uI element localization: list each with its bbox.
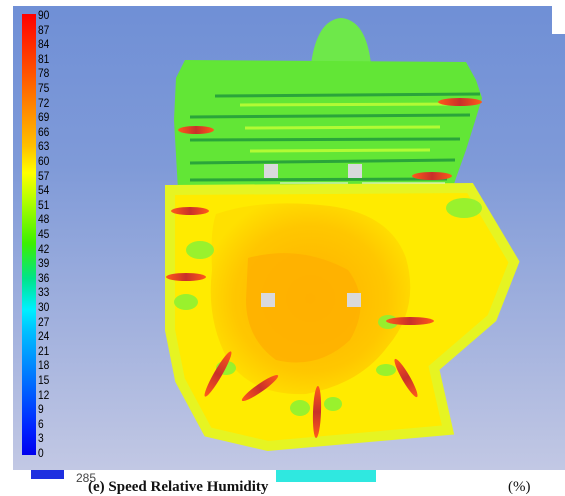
- legend-tick-label: 15: [38, 373, 50, 387]
- legend-tick-label: 33: [38, 285, 50, 300]
- legend-tick-label: 60: [38, 154, 50, 168]
- color-legend-bar: [22, 14, 36, 455]
- legend-tick-label: 39: [38, 256, 50, 271]
- legend-tick-label: 66: [38, 124, 50, 139]
- legend-tick-label: 27: [38, 314, 50, 329]
- cropped-legend-swatch: [31, 470, 64, 479]
- legend-tick-label: 24: [38, 329, 50, 344]
- legend-tick-label: 63: [38, 139, 50, 154]
- louver-highlights: [239, 102, 461, 153]
- legend-tick-label: 78: [38, 66, 50, 81]
- legend-tick-label: 69: [38, 110, 50, 125]
- legend-tick-label: 81: [38, 51, 50, 66]
- cropped-number: 285: [76, 471, 97, 485]
- legend-tick-label: 9: [38, 402, 44, 417]
- legend-tick-label: 75: [38, 81, 50, 95]
- legend-tick-label: 57: [38, 168, 50, 183]
- body-light-edge: [165, 182, 520, 452]
- top-border: [0, 0, 565, 6]
- square-openings: [261, 164, 362, 307]
- legend-tick-label: 30: [38, 300, 50, 314]
- louver-lines: [189, 92, 481, 182]
- jet-stripes: [166, 98, 482, 438]
- legend-tick-label: 90: [38, 8, 50, 22]
- legend-tick-label: 0: [38, 446, 44, 460]
- corner-notch: [552, 0, 565, 34]
- legend-tick-label: 54: [38, 183, 50, 198]
- legend-tick-label: 45: [38, 227, 50, 241]
- legend-tick-label: 21: [38, 343, 50, 358]
- left-border: [0, 0, 13, 470]
- humidity-contour-plot: [165, 18, 520, 452]
- legend-tick-label: 48: [38, 212, 50, 227]
- orange-inner-region: [246, 253, 361, 363]
- contour-viewport: 90 87 84 81 78 75 72 69 66 63 60 57 54 51 48 45 42 39 36 33…: [0, 0, 565, 470]
- upper-green-region: [174, 60, 482, 190]
- cropped-cyan-band: [276, 470, 376, 482]
- legend-tick-label: 18: [38, 358, 50, 373]
- legend-tick-label: 36: [38, 270, 50, 285]
- green-patches: [174, 198, 482, 416]
- dome-region: [311, 18, 371, 64]
- legend-tick-label: 51: [38, 197, 50, 212]
- legend-tick-label: 84: [38, 37, 50, 52]
- legend-tick-label: 12: [38, 387, 50, 402]
- legend-tick-label: 6: [38, 416, 44, 431]
- legend-tick-label: 72: [38, 95, 50, 110]
- legend-tick-label: 3: [38, 431, 44, 446]
- legend-tick-label: 87: [38, 22, 50, 37]
- legend-tick-label: 42: [38, 241, 50, 256]
